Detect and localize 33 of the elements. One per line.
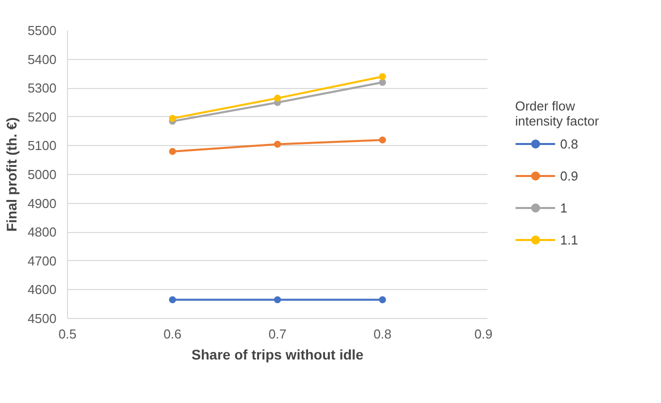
legend-label: 0.8 bbox=[560, 136, 580, 151]
y-tick-label: 5100 bbox=[28, 138, 56, 154]
point bbox=[379, 296, 386, 304]
legend-title: Order flow intensity factor bbox=[515, 98, 599, 128]
point bbox=[169, 296, 176, 304]
y-tick-label: 5300 bbox=[28, 80, 56, 96]
point bbox=[274, 94, 281, 102]
x-tick-label: 0.7 bbox=[268, 326, 287, 342]
point bbox=[274, 296, 281, 304]
point bbox=[169, 148, 176, 155]
x-tick-label: 0.5 bbox=[58, 326, 77, 342]
y-tick-label: 5500 bbox=[28, 23, 56, 38]
x-tick-label: 0.8 bbox=[373, 326, 392, 342]
legend-label: 1 bbox=[560, 200, 568, 215]
point bbox=[379, 136, 386, 144]
x-tick-label: 0.9 bbox=[474, 326, 493, 342]
x-axis-title: Share of trips without idle bbox=[192, 346, 364, 362]
point bbox=[274, 140, 281, 148]
x-tick-label: 0.6 bbox=[163, 326, 182, 342]
point bbox=[379, 73, 386, 80]
y-tick-label: 5200 bbox=[28, 109, 56, 124]
legend-label: 0.9 bbox=[560, 168, 580, 183]
y-tick-label: 5000 bbox=[28, 167, 56, 182]
y-tick-label: 5400 bbox=[28, 52, 56, 67]
point bbox=[169, 114, 176, 122]
y-tick-label: 4500 bbox=[28, 311, 56, 326]
y-axis-title: Final profit (th. €) bbox=[4, 117, 20, 232]
y-tick-label: 4900 bbox=[28, 196, 56, 211]
y-tick-label: 4700 bbox=[28, 253, 56, 268]
y-tick-label: 4800 bbox=[28, 224, 56, 240]
point bbox=[379, 78, 386, 86]
y-tick-label: 4600 bbox=[28, 282, 56, 298]
legend-label: 1.1 bbox=[560, 232, 580, 247]
